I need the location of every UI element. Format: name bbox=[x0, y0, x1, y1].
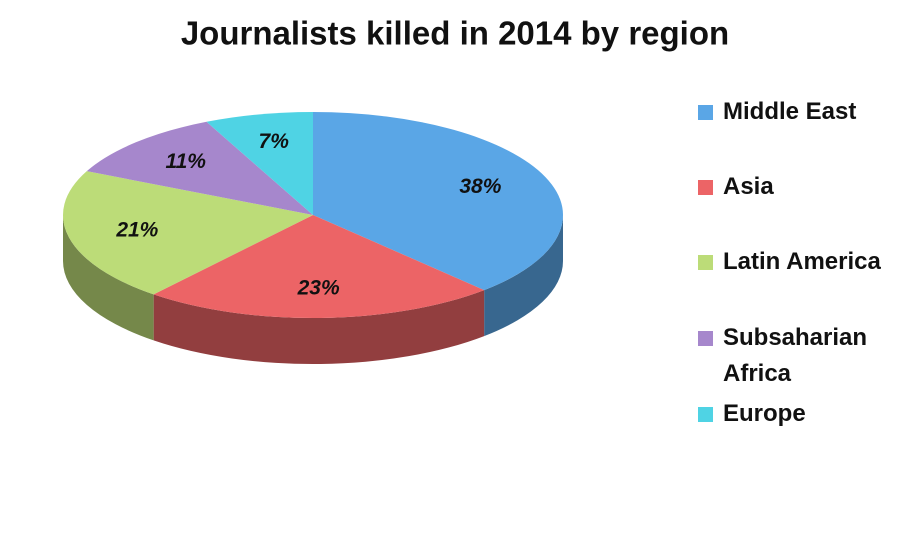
legend-item: Middle East bbox=[698, 98, 883, 130]
pie-side bbox=[484, 215, 563, 337]
pie-side bbox=[63, 215, 154, 341]
data-label: 7% bbox=[259, 130, 290, 153]
legend-label: Subsaharian Africa bbox=[723, 324, 868, 387]
legend-label: Latin America bbox=[723, 248, 881, 275]
chart-title: Journalists killed in 2014 by region bbox=[181, 15, 729, 52]
legend-item: Asia bbox=[698, 173, 883, 205]
pie-side bbox=[153, 290, 485, 364]
pie-slice bbox=[62, 171, 314, 295]
pie-slice bbox=[206, 112, 313, 215]
legend-swatch bbox=[698, 255, 713, 270]
legend-swatch bbox=[698, 407, 713, 422]
data-label: 23% bbox=[297, 277, 340, 300]
data-label: 21% bbox=[115, 219, 158, 242]
legend-swatch bbox=[698, 180, 713, 195]
legend-swatch bbox=[698, 105, 713, 120]
legend-label: Asia bbox=[723, 173, 774, 200]
legend-item: Subsaharian Africa bbox=[698, 324, 883, 392]
data-label: 38% bbox=[459, 175, 501, 198]
legend-swatch bbox=[698, 331, 713, 346]
legend-item: Latin America bbox=[698, 248, 883, 280]
pie-slice bbox=[313, 112, 564, 291]
pie-slice bbox=[86, 121, 313, 215]
legend-label: Europe bbox=[723, 400, 806, 427]
data-label: 11% bbox=[165, 150, 206, 173]
legend-item: Europe bbox=[698, 400, 883, 432]
pie-slice bbox=[153, 215, 485, 319]
legend-label: Middle East bbox=[723, 98, 857, 125]
